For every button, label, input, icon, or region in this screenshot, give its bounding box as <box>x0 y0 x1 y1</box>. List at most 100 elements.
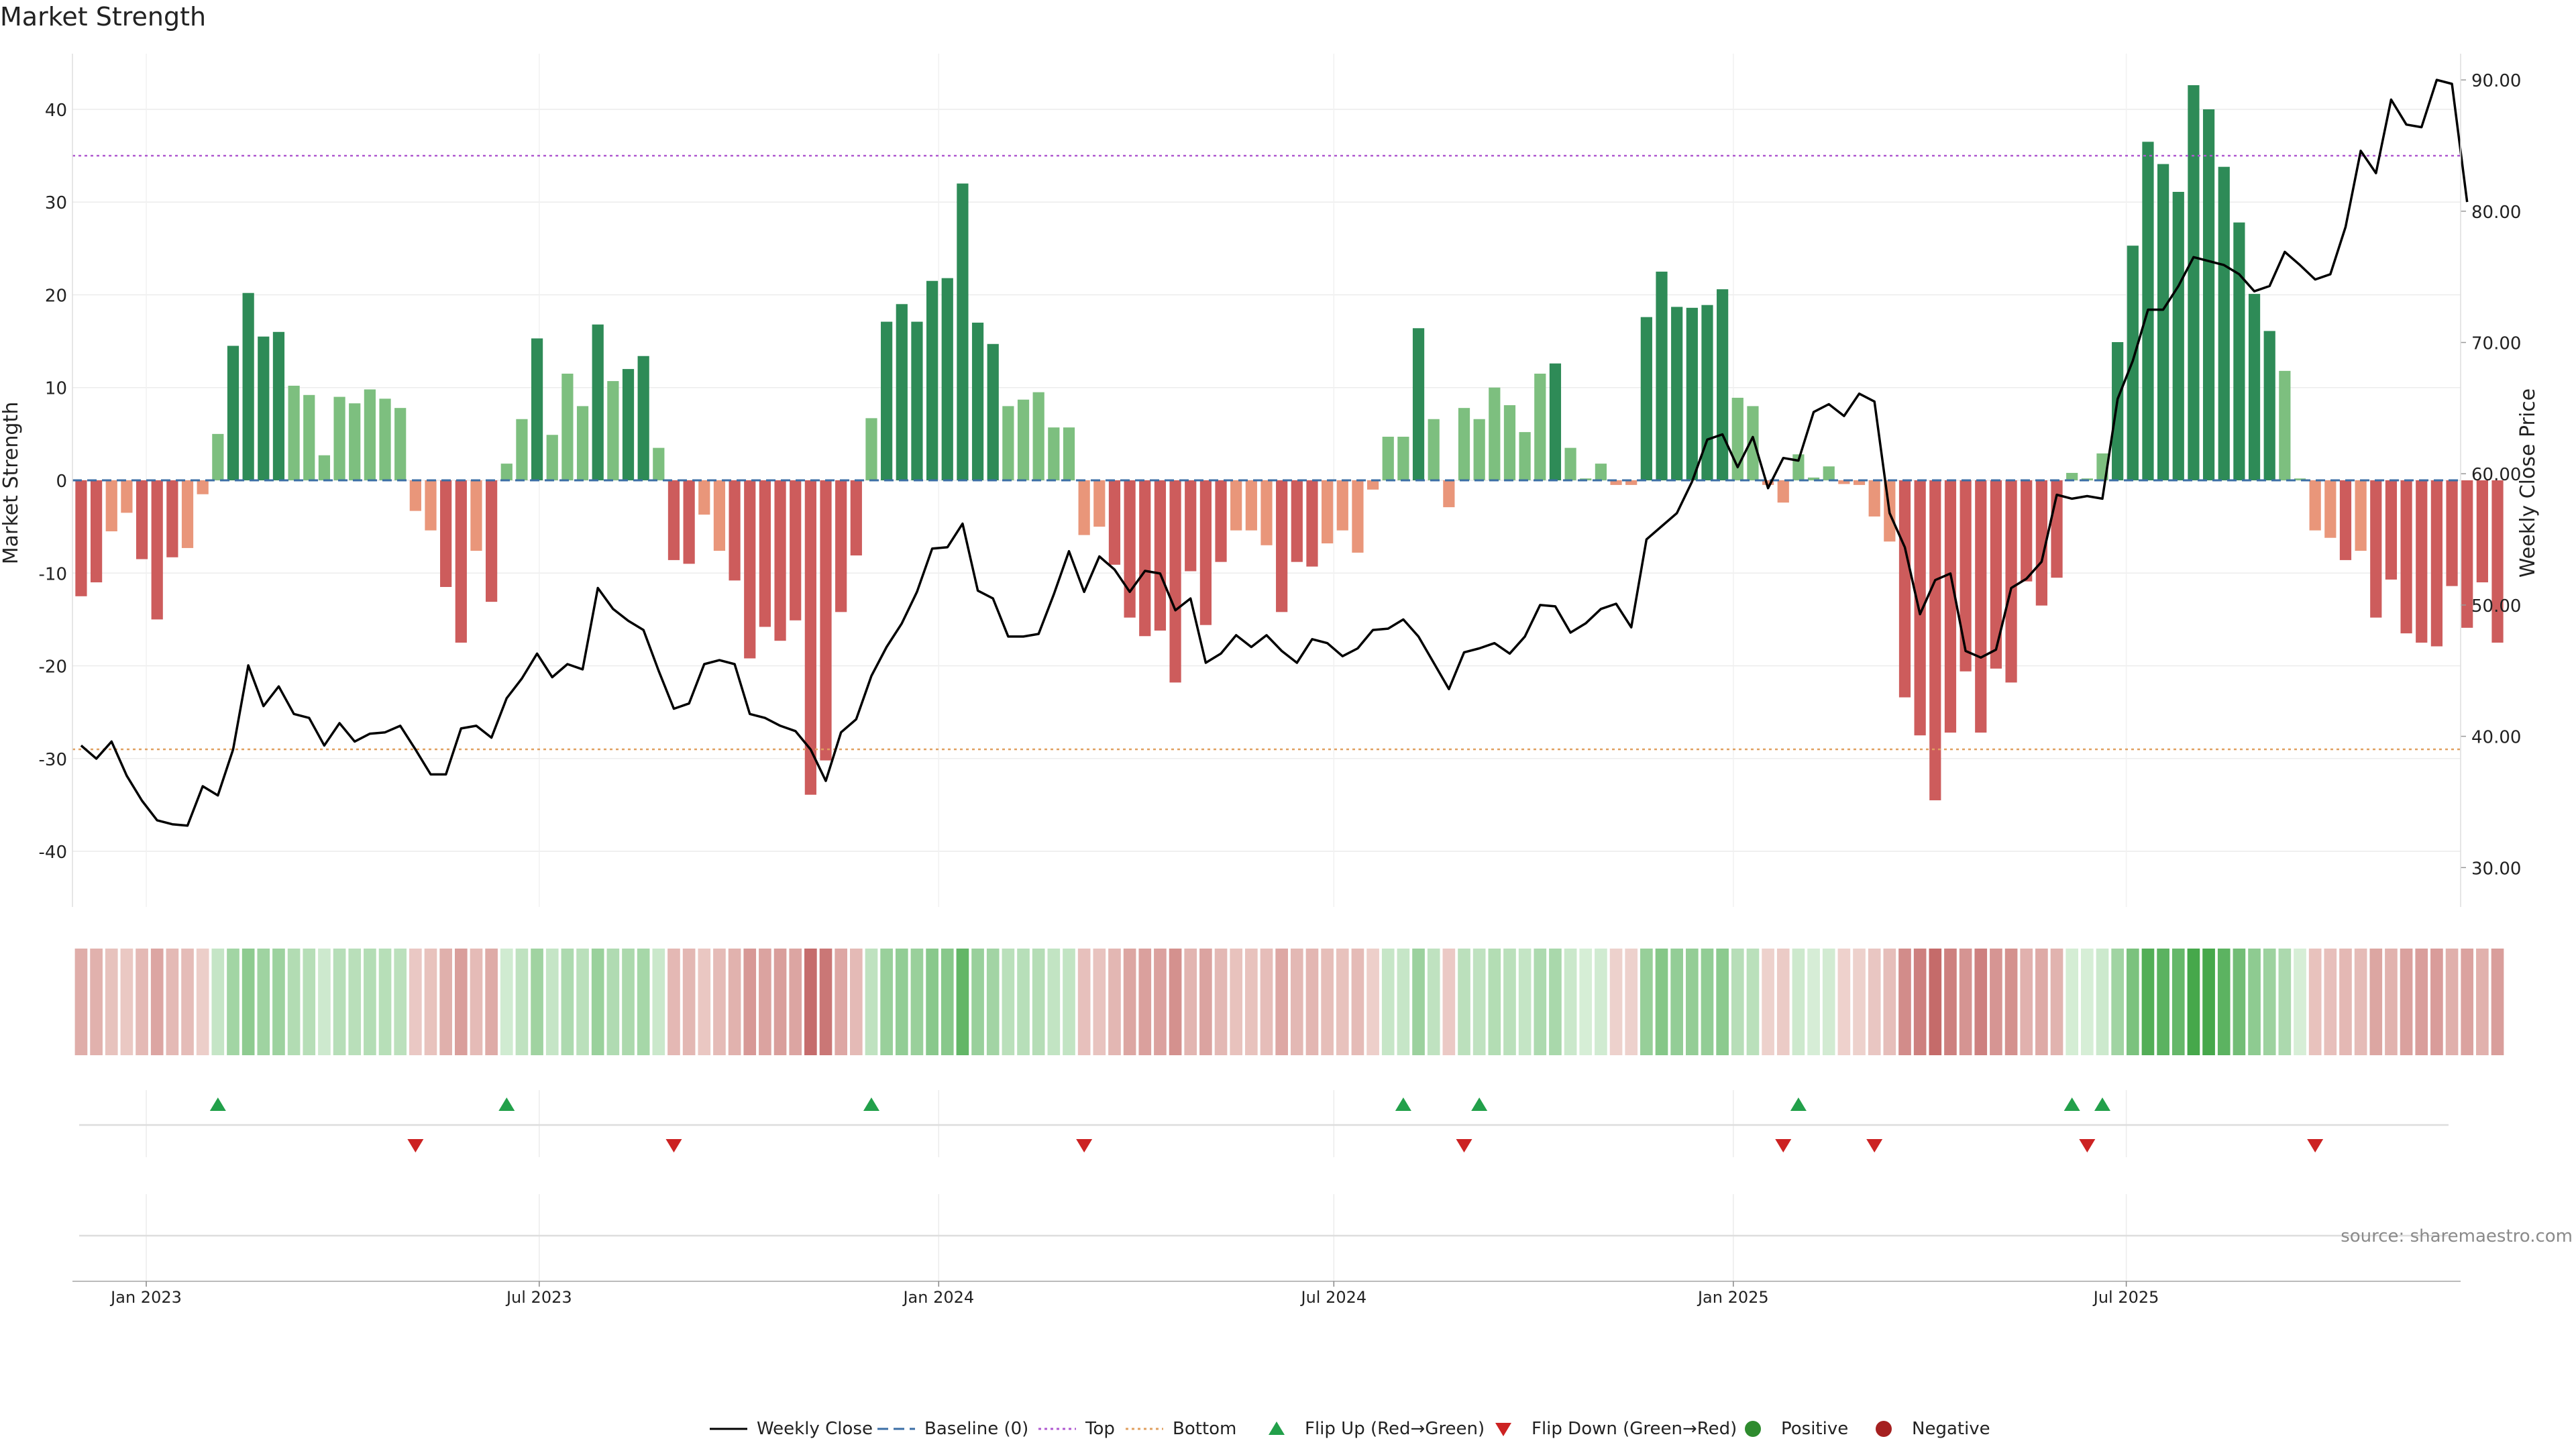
heat-cell <box>364 949 376 1055</box>
strength-bar <box>1093 480 1106 527</box>
strength-bar <box>865 418 877 480</box>
strength-bar <box>1960 480 1972 672</box>
heat-cell <box>1260 949 1273 1055</box>
strength-bar <box>2005 480 2017 683</box>
strength-bar <box>212 433 224 480</box>
strength-bar <box>1610 480 1622 485</box>
strength-bar <box>881 321 893 480</box>
heat-cell <box>835 949 847 1055</box>
right-tick-label: 90.00 <box>2471 71 2521 91</box>
strength-bar <box>835 480 847 612</box>
strength-bar <box>2248 294 2261 480</box>
heat-cell <box>667 949 680 1055</box>
strength-bar <box>1762 480 1774 485</box>
heat-cell <box>348 949 362 1055</box>
legend-item: Positive <box>1745 1419 1848 1439</box>
strength-bar <box>622 369 635 480</box>
strength-bar <box>2035 480 2047 606</box>
heat-cell <box>90 949 103 1055</box>
heat-cell <box>166 949 179 1055</box>
strength-bar <box>2066 472 2078 480</box>
legend-item: Negative <box>1876 1419 1990 1439</box>
heat-cell <box>1974 949 1988 1055</box>
legend-label: Weekly Close <box>757 1419 873 1439</box>
x-tick-label: Jan 2024 <box>902 1288 974 1307</box>
heat-cell <box>1047 949 1061 1055</box>
heat-cell <box>561 949 574 1055</box>
heat-cell <box>576 949 589 1055</box>
heat-cell <box>2491 949 2504 1055</box>
strength-bar <box>546 435 558 480</box>
strength-bar <box>941 278 953 480</box>
heat-cell <box>2354 949 2367 1055</box>
strength-bar <box>637 356 649 480</box>
strength-bar <box>1352 480 1364 553</box>
strength-bar <box>166 480 178 557</box>
heat-cell <box>1716 949 1729 1055</box>
heat-cell <box>2308 949 2322 1055</box>
heat-cell <box>1883 949 1896 1055</box>
heat-cell <box>1746 949 1760 1055</box>
strength-bar <box>911 321 923 480</box>
heat-cell <box>1959 949 1972 1055</box>
heat-cell <box>1381 949 1395 1055</box>
strength-bar <box>2491 480 2504 643</box>
strength-bar <box>455 480 467 643</box>
left-tick-label: 0 <box>56 472 67 492</box>
heat-cell <box>591 949 604 1055</box>
strength-bar <box>2461 480 2473 628</box>
heat-cell <box>1701 949 1714 1055</box>
legend-item: Flip Down (Green→Red) <box>1495 1419 1737 1439</box>
heat-cell <box>1032 949 1045 1055</box>
left-axis-label: Market Strength <box>0 402 23 564</box>
strength-bar <box>1853 480 1866 485</box>
axes: -40 -30 -20 -10 0 10 20 30 40 30.00 40.00 50.00 60.0… <box>39 54 2521 907</box>
strength-bar <box>136 480 148 559</box>
legend-swatch <box>1876 1421 1892 1437</box>
strength-bar <box>667 480 680 560</box>
strength-heatstrip <box>74 949 2504 1055</box>
right-tick-label: 70.00 <box>2471 334 2521 354</box>
heat-cell <box>773 949 787 1055</box>
heat-cell <box>1807 949 1820 1055</box>
heat-cell <box>1868 949 1881 1055</box>
heat-cell <box>181 949 194 1055</box>
heat-cell <box>1321 949 1334 1055</box>
heat-cell <box>819 949 833 1055</box>
strength-bar <box>90 480 103 583</box>
flip-down-marker <box>665 1139 682 1152</box>
heat-cell <box>1442 949 1456 1055</box>
heat-cell <box>941 949 954 1055</box>
strength-bar <box>2112 341 2124 480</box>
strength-bar <box>683 480 695 564</box>
strength-bar <box>531 338 543 480</box>
heat-cell <box>1123 949 1136 1055</box>
heat-cell <box>2385 949 2398 1055</box>
heat-cell <box>394 949 407 1055</box>
heat-cell <box>227 949 239 1055</box>
strength-bar <box>561 374 574 480</box>
legend-swatch <box>1745 1421 1761 1437</box>
strength-bar <box>1868 480 1880 517</box>
right-axis-label: Weekly Close Price <box>2516 388 2540 578</box>
heat-cell <box>2050 949 2063 1055</box>
heat-cell <box>2157 949 2169 1055</box>
heat-cell <box>804 949 817 1055</box>
strength-bar <box>2339 480 2352 560</box>
strength-bar <box>1366 480 1379 490</box>
heat-cell <box>2202 949 2215 1055</box>
heat-cell <box>105 949 118 1055</box>
heat-cell <box>2248 949 2261 1055</box>
strength-bar <box>197 480 209 494</box>
heat-cell <box>241 949 255 1055</box>
strength-bar <box>713 480 726 551</box>
legend-label: Flip Up (Red→Green) <box>1305 1419 1485 1439</box>
strength-bar <box>1291 480 1303 562</box>
heat-cell <box>2369 949 2383 1055</box>
heat-cell <box>1154 949 1167 1055</box>
strength-bar <box>592 324 604 480</box>
strength-bar <box>1777 480 1789 503</box>
heat-cell <box>2141 949 2155 1055</box>
legend-item: Baseline (0) <box>877 1419 1028 1439</box>
heat-cell <box>1245 949 1258 1055</box>
